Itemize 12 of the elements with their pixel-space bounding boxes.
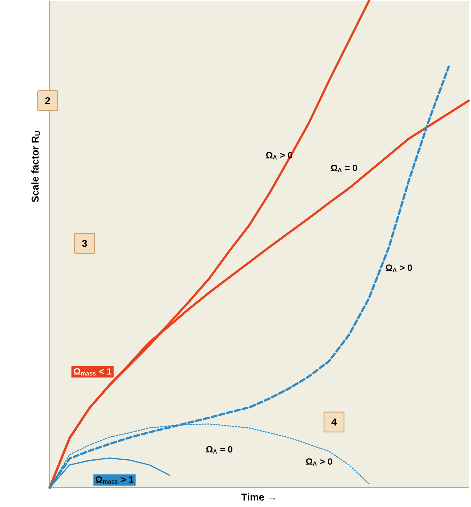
annotation: 3 — [82, 240, 88, 248]
annotation: Ω$_{Λ}$ > 0 — [266, 152, 292, 160]
x-axis-title: Time → — [242, 494, 276, 501]
y-axis-title: Scale factor R$_{U}$ — [32, 132, 40, 202]
annotation: 2 — [45, 97, 50, 104]
annotation: Ω$_{Λ}$ = 0 — [206, 446, 233, 454]
annotation: Ω$_{mass}$ < 1 — [74, 368, 112, 376]
annotation: Ω$_{mass}$ > 1 — [96, 476, 134, 484]
annotation: Ω$_{Λ}$ > 0 — [306, 458, 332, 466]
annotation: Ω$_{Λ}$ > 0 — [386, 264, 412, 272]
annotation: Ω$_{Λ}$ = 0 — [331, 164, 358, 172]
annotation: 4 — [332, 418, 337, 426]
